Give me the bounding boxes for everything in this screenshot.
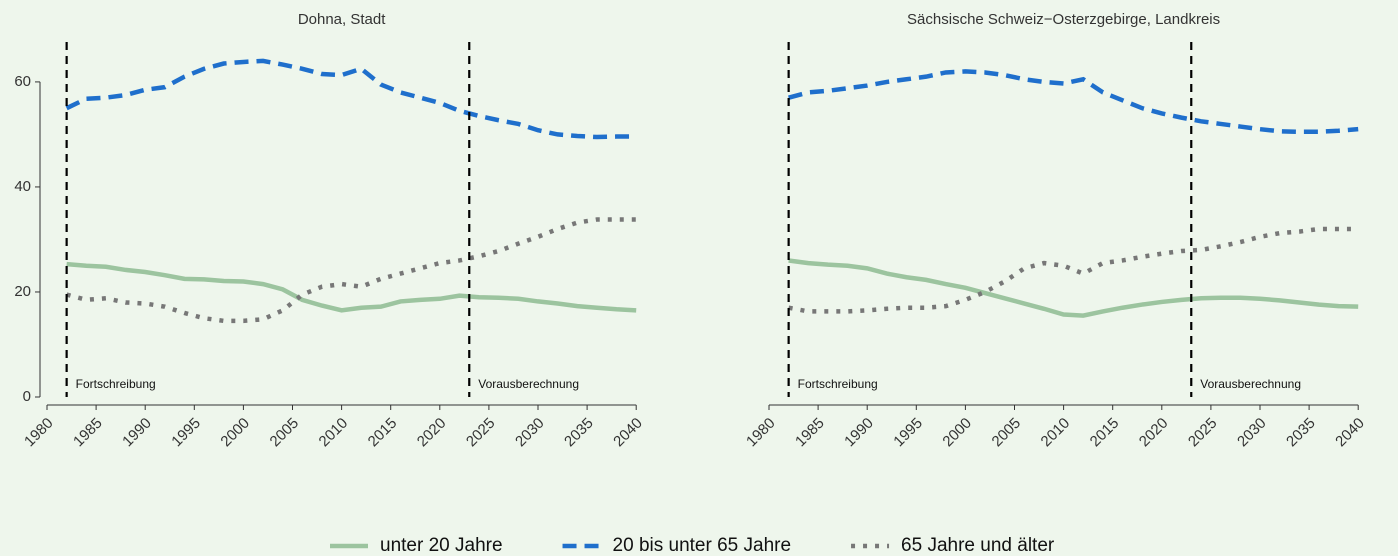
x-tick-label: 1995 bbox=[890, 415, 926, 451]
y-tick-label: 20 bbox=[14, 283, 31, 300]
x-tick-label: 2000 bbox=[939, 415, 975, 451]
x-tick-label: 2015 bbox=[365, 415, 401, 451]
x-tick-label: 2010 bbox=[1038, 415, 1074, 451]
x-tick-label: 2030 bbox=[1234, 415, 1270, 451]
x-tick-label: 2040 bbox=[1332, 415, 1368, 451]
x-tick-label: 1985 bbox=[792, 415, 828, 451]
series-line bbox=[66, 217, 637, 324]
x-tick-label: 2030 bbox=[512, 415, 548, 451]
series-line bbox=[65, 58, 637, 140]
x-tick-label: 2010 bbox=[316, 415, 352, 451]
x-tick-label: 2035 bbox=[1283, 415, 1319, 451]
x-tick-label: 2040 bbox=[610, 415, 646, 451]
vline-label: Fortschreibung bbox=[76, 377, 156, 391]
x-tick-label: 2020 bbox=[1136, 415, 1172, 451]
panel-title: Dohna, Stadt bbox=[298, 11, 386, 28]
y-tick-label: 40 bbox=[14, 178, 31, 195]
legend-label: 65 Jahre und älter bbox=[901, 535, 1055, 556]
x-tick-label: 2005 bbox=[989, 415, 1025, 451]
series-line bbox=[788, 258, 1359, 318]
x-tick-label: 1980 bbox=[21, 415, 57, 451]
x-tick-label: 2025 bbox=[463, 415, 499, 451]
x-tick-label: 1985 bbox=[70, 415, 106, 451]
x-tick-label: 2005 bbox=[267, 415, 303, 451]
legend-label: unter 20 Jahre bbox=[380, 535, 503, 556]
x-tick-label: 1980 bbox=[743, 415, 779, 451]
x-tick-label: 2025 bbox=[1185, 415, 1221, 451]
panel-title: Sächsische Schweiz−Osterzgebirge, Landkr… bbox=[907, 11, 1220, 28]
x-tick-label: 2020 bbox=[414, 415, 450, 451]
series-line bbox=[66, 261, 637, 313]
y-tick-label: 0 bbox=[23, 388, 31, 405]
x-tick-label: 1990 bbox=[119, 415, 155, 451]
x-tick-label: 2000 bbox=[217, 415, 253, 451]
x-tick-label: 1995 bbox=[168, 415, 204, 451]
legend-label: 20 bis unter 65 Jahre bbox=[613, 535, 792, 556]
x-tick-label: 1990 bbox=[841, 415, 877, 451]
series-line bbox=[788, 69, 1359, 135]
vline-label: Fortschreibung bbox=[798, 377, 878, 391]
vline-label: Vorausberechnung bbox=[1200, 377, 1301, 391]
x-tick-label: 2035 bbox=[561, 415, 597, 451]
x-tick-label: 2015 bbox=[1087, 415, 1123, 451]
vline-label: Vorausberechnung bbox=[478, 377, 579, 391]
y-tick-label: 60 bbox=[14, 73, 31, 90]
